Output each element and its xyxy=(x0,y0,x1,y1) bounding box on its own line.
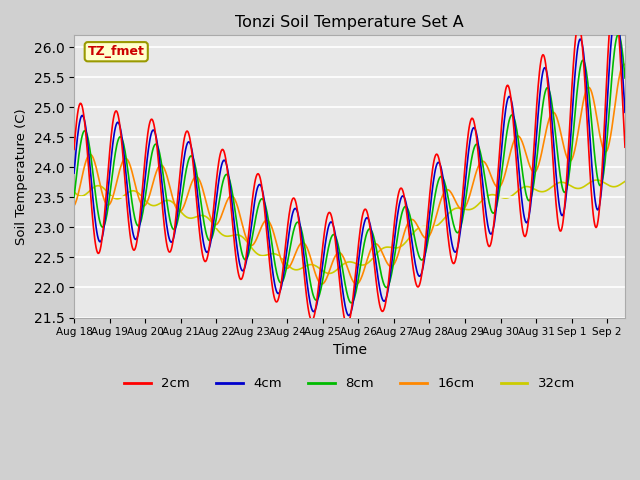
Legend: 2cm, 4cm, 8cm, 16cm, 32cm: 2cm, 4cm, 8cm, 16cm, 32cm xyxy=(119,372,580,396)
Title: Tonzi Soil Temperature Set A: Tonzi Soil Temperature Set A xyxy=(235,15,464,30)
Y-axis label: Soil Temperature (C): Soil Temperature (C) xyxy=(15,108,28,245)
Text: TZ_fmet: TZ_fmet xyxy=(88,45,145,58)
X-axis label: Time: Time xyxy=(333,343,367,357)
